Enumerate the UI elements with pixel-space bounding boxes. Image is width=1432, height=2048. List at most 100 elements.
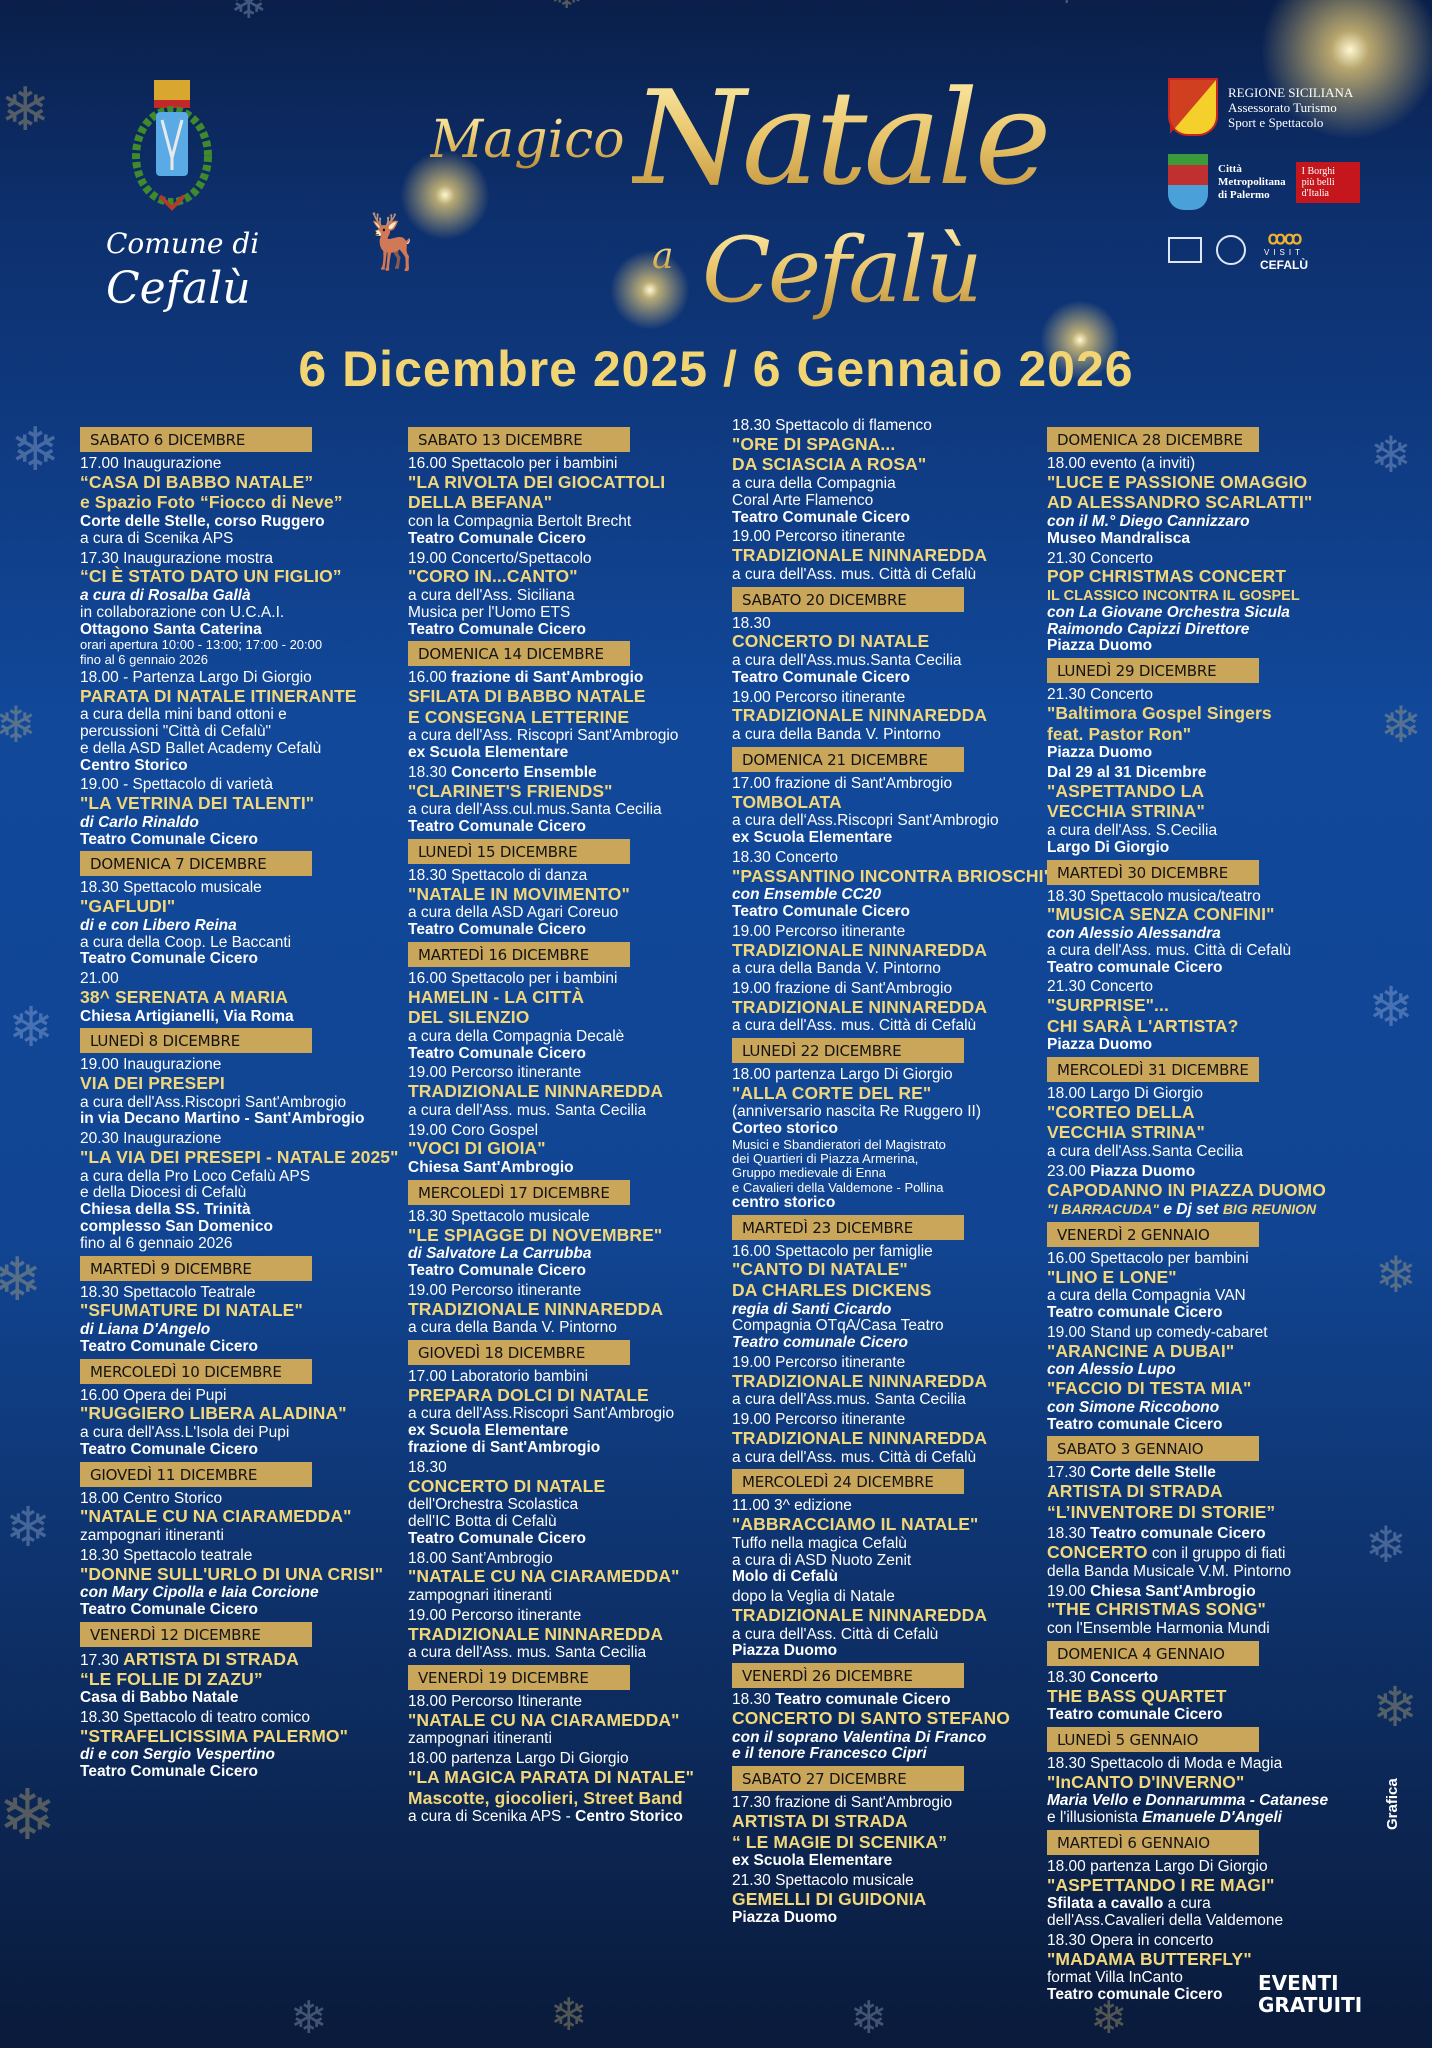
event-item: 19.00 - Spettacolo di varietà "LA VETRINA… xyxy=(80,776,400,848)
event-line: Teatro Comunale Cicero xyxy=(732,903,910,921)
logo-text: Sport e Spettacolo xyxy=(1228,114,1324,130)
event-title: “ LE MAGIE DI SCENIKA” xyxy=(732,1831,948,1852)
event-line: “L’INVENTORE DI STORIE” xyxy=(1047,1502,1275,1524)
event-detail: dei Quartieri di Piazza Armerina, xyxy=(732,1151,919,1167)
event-detail: 19.00 Percorso itinerante xyxy=(732,688,906,706)
event-detail: 18.30 Spettacolo musicale xyxy=(408,1207,590,1225)
event-item: 16.00 Spettacolo per i bambini HAMELIN - … xyxy=(408,970,728,1063)
event-detail: con La Giovane Orchestra Sicula xyxy=(1047,603,1290,621)
snowflake-icon: ❄ xyxy=(10,415,61,485)
event-title: "LA RIVOLTA DEI GIOCATTOLI xyxy=(408,471,666,492)
event-title: "LE SPIAGGE DI NOVEMBRE" xyxy=(408,1224,663,1245)
event-detail: Chiesa Sant'Ambrogio xyxy=(408,1159,574,1177)
event-item: 18.30 Spettacolo di danza "NATALE IN MOVI… xyxy=(408,866,728,939)
regione-siciliana-logo: REGIONE SICILIANA Assessorato Turismo Sp… xyxy=(1168,78,1398,136)
event-line: Teatro comunale Cicero xyxy=(1047,1706,1222,1724)
event-line: 18.30 xyxy=(732,615,771,633)
event-title: "PASSANTINO INCONTRA BRIOSCHI" xyxy=(732,865,1053,886)
event-detail: a cura della Pro Loco Cefalù APS xyxy=(80,1167,311,1185)
event-detail: ex Scuola Elementare xyxy=(408,1422,569,1440)
event-title: CHI SARÀ L'ARTISTA? xyxy=(1047,1015,1239,1036)
event-title: TRADIZIONALE NINNAREDDA xyxy=(408,1298,664,1319)
day-header: SABATO 27 DICEMBRE xyxy=(732,1766,964,1792)
event-line: 17.30 ARTISTA DI STRADA xyxy=(80,1650,299,1670)
event-line: 19.00 Percorso itinerante xyxy=(732,1354,905,1372)
event-line: 17.30 frazione di Sant'Ambrogio xyxy=(732,1794,952,1812)
event-detail: 19.00 Inaugurazione xyxy=(80,1056,222,1074)
event-title: TRADIZIONALE NINNAREDDA xyxy=(732,545,988,566)
event-line: "VOCI DI GIOIA" xyxy=(408,1139,546,1160)
event-detail: a cura dell'Ass. Siciliana xyxy=(408,586,575,604)
event-line: con l'Ensemble Harmonia Mundi xyxy=(1047,1619,1270,1638)
event-detail: con Simone Riccobono xyxy=(1047,1398,1220,1416)
event-item: 18.30 Spettacolo Teatrale "SFUMATURE DI N… xyxy=(80,1284,400,1356)
event-line: 18.30 Concerto xyxy=(732,849,838,867)
event-line: 20.30 Inaugurazione xyxy=(80,1130,221,1148)
event-line: "PASSANTINO INCONTRA BRIOSCHI" xyxy=(732,865,1053,888)
day-header: MARTEDÌ 23 DICEMBRE xyxy=(732,1214,964,1240)
event-line: 18.00 evento (a inviti) xyxy=(1047,455,1195,473)
event-detail: a cura di Rosalba Gallà xyxy=(80,586,251,604)
event-line: a cura della Banda V. Pintorno xyxy=(732,960,941,978)
event-detail: a cura dell'Ass.Santa Cecilia xyxy=(1047,1143,1243,1161)
day-header: VENERDÌ 2 GENNAIO xyxy=(1047,1222,1259,1248)
event-line: a cura dell'Ass. mus. Santa Cecilia xyxy=(408,1102,646,1120)
event-line: TRADIZIONALE NINNAREDDA xyxy=(732,1606,987,1627)
event-detail: a cura dell'Ass. mus. Città di Cefalù xyxy=(1047,941,1292,959)
event-title: DA SCIASCIA A ROSA" xyxy=(732,454,927,475)
logo-text: VISIT xyxy=(1263,248,1304,257)
event-item: 18.00 evento (a inviti) "LUCE E PASSIONE … xyxy=(1047,455,1367,548)
event-line: Teatro Comunale Cicero xyxy=(408,1530,586,1548)
snowflake-icon: ❄ xyxy=(0,696,37,754)
event-line: in via Decano Martino - Sant'Ambrogio xyxy=(80,1111,364,1128)
event-line: a cura della Compagnia Decalè xyxy=(408,1028,624,1046)
event-detail: con l'Ensemble Harmonia Mundi xyxy=(1047,1619,1270,1637)
comune-coat-of-arms-logo xyxy=(132,78,212,218)
event-title: "RUGGIERO LIBERA ALADINA" xyxy=(80,1403,347,1424)
event-detail: Tuffo nella magica Cefalù xyxy=(732,1534,907,1552)
event-line: "GAFLUDI" xyxy=(80,897,175,918)
event-title: ARTISTA DI STRADA xyxy=(732,1810,908,1831)
event-line: 19.00 Coro Gospel xyxy=(408,1122,538,1140)
event-line: Teatro Comunale Cicero xyxy=(408,1262,586,1280)
event-line: e della ASD Ballet Academy Cefalù xyxy=(80,740,321,758)
event-line: dopo la Veglia di Natale xyxy=(732,1588,895,1606)
event-line: fino al 6 gennaio 2026 xyxy=(80,1235,233,1253)
event-detail: a cura della Banda V. Pintorno xyxy=(732,960,941,978)
event-line: 18.00 - Partenza Largo Di Giorgio xyxy=(80,669,312,687)
event-item: 18.00 partenza Largo Di Giorgio "ALLA COR… xyxy=(732,1066,1052,1212)
event-line: e il tenore Francesco Cipri xyxy=(732,1745,927,1763)
event-detail: 19.00 frazione di Sant'Ambrogio xyxy=(732,979,953,997)
event-detail: a cura xyxy=(1163,1895,1211,1913)
event-line: "CLARINET'S FRIENDS" xyxy=(408,781,613,803)
event-detail: Piazza Duomo xyxy=(732,1909,838,1927)
event-title: "CANTO DI NATALE" xyxy=(732,1259,908,1280)
event-detail: dopo la Veglia di Natale xyxy=(732,1588,895,1606)
event-detail: Centro Storico xyxy=(80,756,188,774)
event-line: POP CHRISTMAS CONCERT xyxy=(1047,567,1286,588)
event-line: (anniversario nascita Re Ruggero II) xyxy=(732,1104,981,1121)
event-title: "SFUMATURE DI NATALE" xyxy=(80,1300,303,1321)
event-line: orari apertura 10:00 - 13:00; 17:00 - 20… xyxy=(80,638,322,652)
event-title: "DONNE SULL'URLO DI UNA CRISI" xyxy=(80,1563,384,1584)
event-line: "NATALE CU NA CIARAMEDDA" xyxy=(80,1507,352,1528)
event-detail: 18.00 partenza Largo Di Giorgio xyxy=(1047,1857,1268,1875)
event-line: Teatro Comunale Cicero xyxy=(80,1601,258,1619)
event-line: a cura dell'Ass.Riscopri Sant'Ambrogio xyxy=(80,1094,346,1112)
event-detail: 19.00 Stand up comedy-cabaret xyxy=(1047,1324,1268,1342)
palermo-crest-icon xyxy=(1168,154,1208,210)
event-detail: a cura della Compagnia VAN xyxy=(1047,1287,1246,1305)
event-line: 18.30 Spettacolo musica/teatro xyxy=(1047,888,1261,906)
event-line: e Cavalieri della Valdemone - Pollina xyxy=(732,1180,944,1195)
event-detail: 18.30 Spettacolo di Moda e Magia xyxy=(1047,1754,1283,1772)
snowflake-icon: ❄ xyxy=(1375,1246,1417,1304)
title-cefalu: Cefalù xyxy=(702,218,983,323)
event-detail: 18.30 xyxy=(1047,1668,1091,1686)
event-line: a cura della Pro Loco Cefalù APS xyxy=(80,1167,311,1186)
event-detail: 18.30 Spettacolo di danza xyxy=(408,866,588,884)
event-line: “CI È STATO DATO UN FIGLIO” xyxy=(80,567,342,588)
event-line: Centro Storico xyxy=(80,756,188,775)
event-line: di e con Libero Reina xyxy=(80,917,237,935)
event-line: Ottagono Santa Caterina xyxy=(80,621,262,639)
event-title: DEL SILENZIO xyxy=(408,1007,530,1028)
